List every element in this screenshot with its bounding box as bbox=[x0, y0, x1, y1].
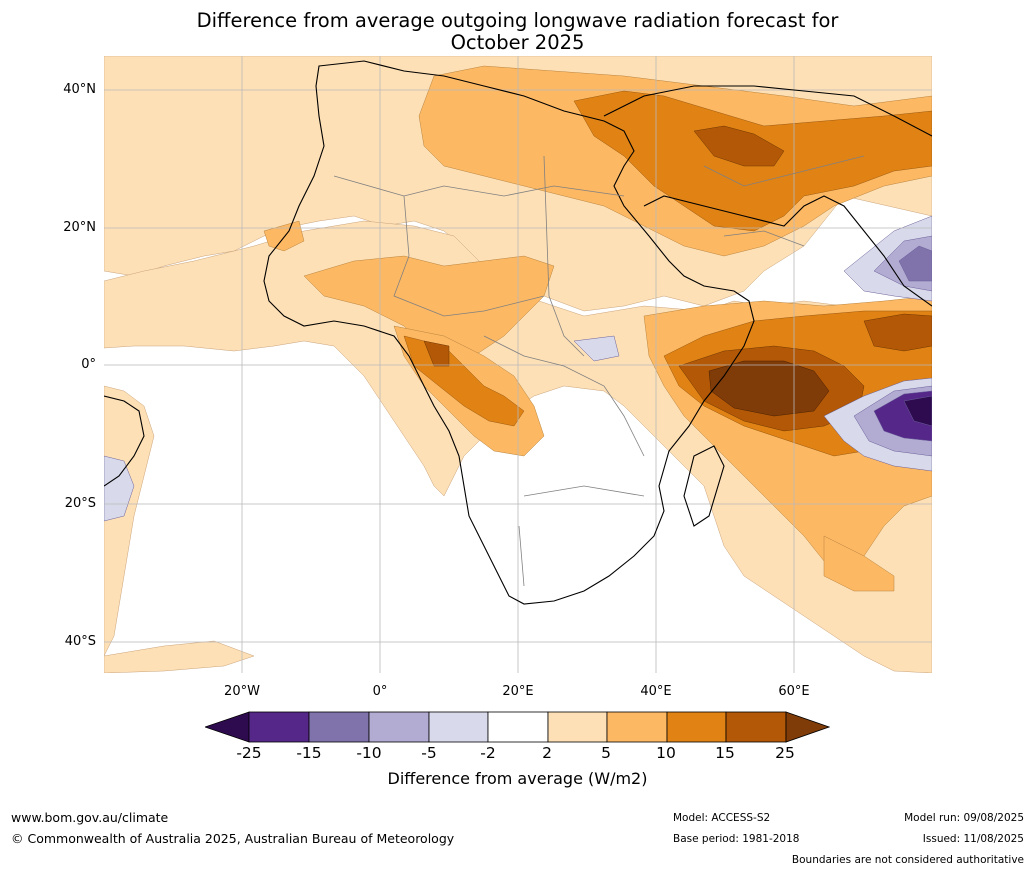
colorbar-tick: -10 bbox=[356, 744, 382, 762]
title-line-2: October 2025 bbox=[450, 31, 585, 54]
colorbar-tick: -15 bbox=[296, 744, 322, 762]
colorbar bbox=[203, 711, 831, 743]
colorbar-segment-above-25 bbox=[785, 711, 831, 743]
anomaly-map bbox=[104, 56, 932, 673]
footer-model-run: Model run: 09/08/2025 bbox=[904, 812, 1024, 824]
footer-base-period: Base period: 1981-2018 bbox=[673, 833, 800, 845]
colorbar-tick: 5 bbox=[601, 744, 611, 762]
colorbar-segment-neg15-neg10 bbox=[308, 711, 370, 743]
colorbar-segment-15-25 bbox=[725, 711, 787, 743]
coastlines bbox=[104, 60, 932, 605]
colorbar-label: Difference from average (W/m2) bbox=[387, 769, 648, 788]
colorbar-tick: -2 bbox=[480, 744, 496, 762]
footer-issued: Issued: 11/08/2025 bbox=[922, 833, 1024, 845]
colorbar-tick: 25 bbox=[775, 744, 795, 762]
footer-url[interactable]: www.bom.gov.au/climate bbox=[11, 810, 169, 825]
lon-label-60e: 60°E bbox=[778, 684, 810, 699]
colorbar-segment-10-15 bbox=[666, 711, 727, 743]
map-canvas bbox=[104, 56, 932, 673]
colorbar-segment-neg10-neg5 bbox=[368, 711, 430, 743]
colorbar-segment-2-5 bbox=[547, 711, 608, 743]
colorbar-tick: 2 bbox=[542, 744, 552, 762]
colorbar-tick: 15 bbox=[715, 744, 735, 762]
lat-label-0: 0° bbox=[81, 357, 96, 372]
country-borders bbox=[333, 155, 865, 587]
footer-model: Model: ACCESS-S2 bbox=[673, 812, 771, 824]
lat-label-40s: 40°S bbox=[64, 634, 96, 649]
lon-label-0: 0° bbox=[372, 684, 388, 699]
lat-label-40n: 40°N bbox=[63, 82, 96, 97]
lon-label-40e: 40°E bbox=[640, 684, 672, 699]
colorbar-tick: -5 bbox=[421, 744, 437, 762]
lon-label-20e: 20°E bbox=[502, 684, 534, 699]
lat-label-20s: 20°S bbox=[64, 496, 96, 511]
gridlines bbox=[104, 56, 932, 673]
anomaly-band-above-25 bbox=[708, 360, 830, 417]
colorbar-svg bbox=[203, 711, 831, 743]
map-title: Difference from average outgoing longwav… bbox=[0, 10, 1035, 54]
title-line-1: Difference from average outgoing longwav… bbox=[196, 9, 839, 32]
colorbar-segment-neg25-neg15 bbox=[248, 711, 310, 743]
anomaly-band-negative bbox=[104, 215, 932, 522]
colorbar-segment-below-neg25 bbox=[203, 711, 250, 743]
colorbar-tick: 10 bbox=[656, 744, 676, 762]
colorbar-segment-5-10 bbox=[606, 711, 668, 743]
colorbar-segment-neg5-neg2 bbox=[428, 711, 489, 743]
footer-disclaimer: Boundaries are not considered authoritat… bbox=[791, 854, 1024, 866]
colorbar-tick: -25 bbox=[236, 744, 262, 762]
footer-copyright: © Commonwealth of Australia 2025, Austra… bbox=[11, 831, 455, 846]
lon-label-20w: 20°W bbox=[224, 684, 260, 699]
colorbar-segment-neg2-2 bbox=[487, 711, 549, 743]
lat-label-20n: 20°N bbox=[63, 220, 96, 235]
